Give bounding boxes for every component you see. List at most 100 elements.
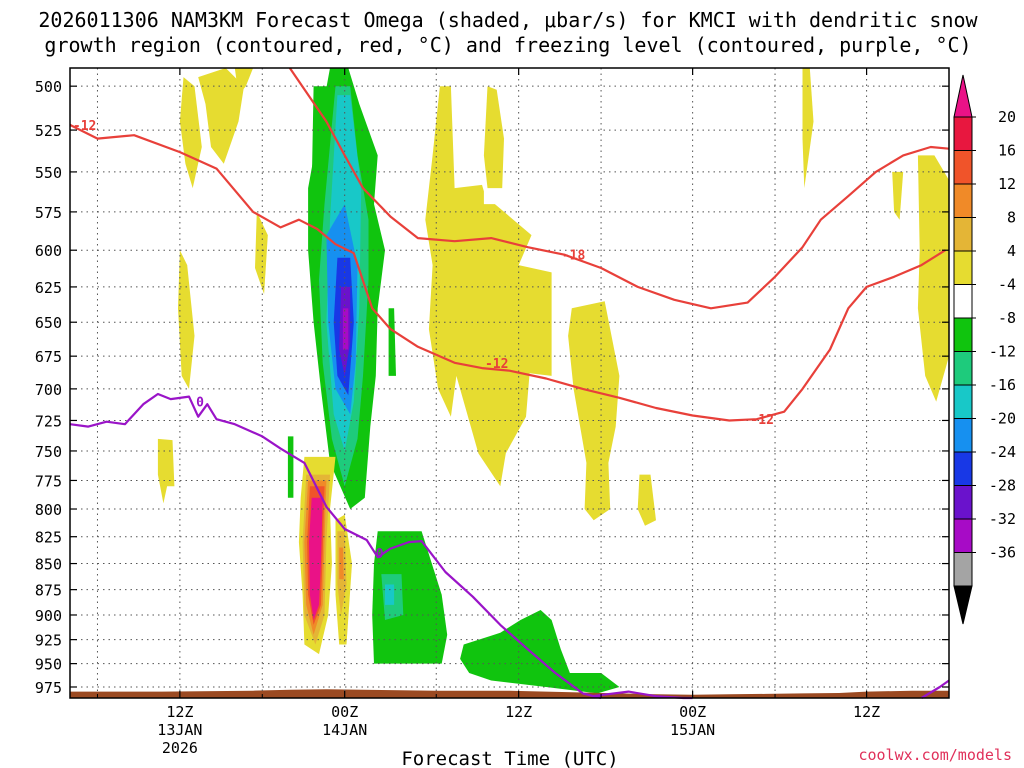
- colorbar-label-12: -32: [989, 510, 1016, 528]
- omega-region-7-0: [342, 308, 349, 350]
- colorbar-label-10: -24: [989, 443, 1016, 461]
- y-tick-label-2: 550: [35, 164, 62, 182]
- y-tick-label-9: 725: [35, 412, 62, 430]
- colorbar-swatch-8: [953, 384, 973, 419]
- y-tick-label-17: 925: [35, 632, 62, 650]
- omega-region-0-4: [178, 250, 195, 389]
- colorbar-top-arrow: [953, 74, 973, 118]
- colorbar-label-3: 8: [1007, 209, 1016, 227]
- y-axis-ticks: 500 525 550 575 600 625 650 675 700 725 750 775 800 8…: [35, 78, 949, 697]
- x-tick-label-1-1: 14JAN: [322, 721, 367, 739]
- x-tick-label-3-1: 15JAN: [670, 721, 715, 739]
- omega-region-0-10: [802, 68, 814, 189]
- y-tick-label-8: 700: [35, 381, 62, 399]
- x-tick-label-3-0: 00Z: [679, 703, 706, 721]
- colorbar-label-0: 20: [998, 108, 1016, 126]
- contour-line-1: [288, 67, 950, 310]
- temperature-contours: -12 -12 -12 -18 0 0: [69, 67, 950, 700]
- colorbar-swatch-11: [953, 485, 973, 520]
- colorbar-label-11: -28: [989, 477, 1016, 495]
- colorbar-swatch-7: [953, 351, 973, 386]
- colorbar-swatch-13: [953, 552, 973, 587]
- y-tick-label-19: 975: [35, 679, 62, 697]
- contour-label-2-0: 0: [196, 396, 204, 411]
- omega-region-0-8: [568, 301, 620, 521]
- colorbar-swatch-2: [953, 183, 973, 218]
- colorbar-swatch-12: [953, 518, 973, 553]
- omega-region-1-2: [287, 436, 294, 498]
- contour-label-1-0: -18: [562, 249, 586, 264]
- omega-region-0-11: [892, 171, 904, 220]
- contour-line-4: [920, 679, 950, 699]
- colorbar-label-6: -8: [998, 309, 1016, 327]
- y-tick-label-10: 750: [35, 443, 62, 461]
- omega-region-0-6: [425, 86, 552, 487]
- y-tick-label-5: 625: [35, 279, 62, 297]
- contour-label-0-2: -12: [750, 413, 773, 428]
- omega-region-1-4: [372, 531, 448, 664]
- omega-region-0-1: [198, 68, 244, 164]
- colorbar-swatch-3: [953, 217, 973, 252]
- x-tick-label-0-1: 13JAN: [157, 721, 202, 739]
- omega-shading: [157, 68, 949, 694]
- x-axis-label: Forecast Time (UTC): [401, 748, 618, 768]
- omega-region-0-3: [255, 211, 268, 295]
- colorbar-label-4: 4: [1007, 242, 1016, 260]
- y-tick-label-15: 875: [35, 582, 62, 600]
- ground-fill: [70, 689, 949, 698]
- colorbar-label-1: 16: [998, 142, 1016, 160]
- y-tick-label-16: 900: [35, 607, 62, 625]
- omega-region-0-9: [637, 474, 656, 526]
- contour-label-0-0: -12: [73, 119, 96, 134]
- plot-frame: [69, 67, 950, 699]
- chart-title-line1: 2026011306 NAM3KM Forecast Omega (shaded…: [38, 8, 978, 32]
- colorbar-legend: 20 16 12 8 4 -4 -8 -12 -16 -20 -24 -28 -32 -36: [953, 74, 1016, 625]
- omega-region-10-1: [339, 547, 344, 580]
- x-tick-label-1-0: 00Z: [331, 703, 358, 721]
- omega-region-0-0: [179, 77, 202, 189]
- x-tick-label-0-0: 12Z: [166, 703, 193, 721]
- contour-line-2: [69, 392, 602, 700]
- grid-lines: [70, 68, 949, 698]
- colorbar-swatch-5: [953, 284, 973, 319]
- colorbar-label-7: -12: [989, 343, 1016, 361]
- ground-terrain: [70, 689, 949, 698]
- contour-line-0: [69, 123, 946, 422]
- omega-region-1-3: [388, 308, 396, 376]
- credit-text: coolwx.com/models: [858, 746, 1012, 764]
- y-tick-label-6: 650: [35, 314, 62, 332]
- colorbar-label-9: -20: [989, 410, 1016, 428]
- y-tick-label-14: 850: [35, 556, 62, 574]
- omega-region-0-2: [234, 68, 254, 96]
- y-tick-label-0: 500: [35, 78, 62, 96]
- colorbar-swatch-1: [953, 150, 973, 185]
- colorbar-label-8: -16: [989, 376, 1016, 394]
- y-tick-label-11: 775: [35, 472, 62, 490]
- colorbar-swatch-4: [953, 250, 973, 285]
- y-tick-label-3: 575: [35, 204, 62, 222]
- y-tick-label-13: 825: [35, 529, 62, 547]
- colorbar-swatch-0: [953, 116, 973, 151]
- omega-region-0-12: [917, 155, 949, 402]
- y-tick-label-18: 950: [35, 656, 62, 674]
- omega-region-0-5: [157, 438, 175, 504]
- colorbar-label-13: -36: [989, 544, 1016, 562]
- omega-region-3-1: [385, 584, 395, 605]
- colorbar-swatch-6: [953, 317, 973, 352]
- contour-label-2-1: 0: [376, 547, 384, 562]
- omega-region-0-7: [483, 86, 504, 189]
- y-tick-label-7: 675: [35, 348, 62, 366]
- colorbar-label-5: -4: [998, 276, 1016, 294]
- colorbar-label-2: 12: [998, 175, 1016, 193]
- y-tick-label-1: 525: [35, 122, 62, 140]
- x-tick-label-2-0: 12Z: [505, 703, 532, 721]
- colorbar-swatch-10: [953, 451, 973, 486]
- colorbar-swatch-9: [953, 418, 973, 453]
- x-tick-label-0-2: 2026: [162, 739, 198, 757]
- x-tick-label-4-0: 12Z: [853, 703, 880, 721]
- y-tick-label-4: 600: [35, 242, 62, 260]
- colorbar-bottom-arrow: [953, 585, 973, 625]
- y-tick-label-12: 800: [35, 501, 62, 519]
